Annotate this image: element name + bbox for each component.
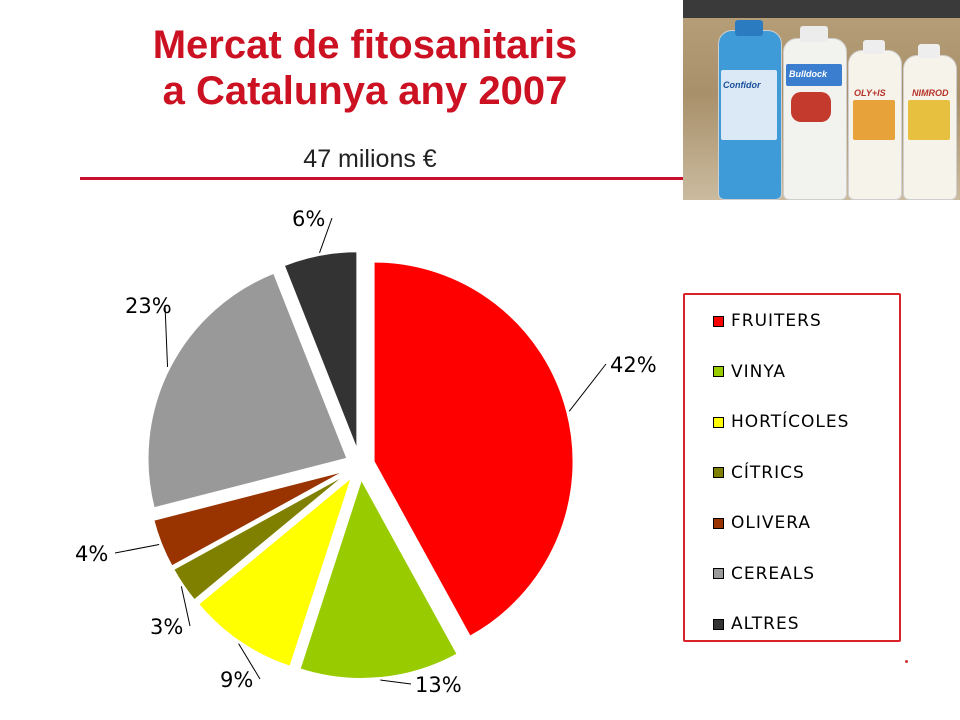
legend-item: VINYA — [713, 362, 786, 382]
data-label: 4% — [75, 542, 108, 566]
leader-line — [238, 643, 261, 680]
shelf — [683, 0, 960, 18]
bottle-label-text: Bulldock — [789, 69, 828, 79]
legend-label: FRUITERS — [731, 311, 822, 331]
leader-line — [319, 217, 333, 253]
legend-swatch — [713, 467, 724, 478]
bottle-label — [908, 100, 950, 140]
legend-label: OLIVERA — [731, 513, 811, 533]
pie-slice-olivera — [152, 469, 348, 568]
legend-item: OLIVERA — [713, 513, 811, 533]
data-label: 13% — [415, 673, 462, 697]
legend-label: CÍTRICS — [731, 462, 805, 483]
bottle-label — [853, 100, 895, 140]
leader-line — [568, 363, 607, 412]
bottle-cap — [863, 40, 885, 54]
legend-swatch — [713, 568, 724, 579]
legend-item: FRUITERS — [713, 311, 822, 331]
data-label: 3% — [150, 615, 183, 639]
legend-swatch — [713, 366, 724, 377]
leader-line — [114, 544, 160, 554]
data-label: 6% — [292, 207, 325, 231]
bottle-label-text: NIMROD — [912, 88, 949, 98]
chart-legend: FRUITERS VINYA HORTÍCOLES CÍTRICS OLIVERA CER… — [683, 293, 901, 642]
bottle-cap — [735, 20, 763, 36]
legend-label: ALTRES — [731, 614, 800, 634]
title-line-1: Mercat de fitosanitaris — [152, 23, 578, 67]
pie-slice-vinya — [298, 476, 460, 680]
slide-subtitle: 47 milions € — [303, 145, 437, 173]
data-label: 23% — [125, 294, 172, 318]
title-line-2: a Catalunya any 2007 — [162, 69, 568, 113]
pie-slice-hortícoles — [196, 473, 355, 669]
pie-slice-cereals — [146, 271, 349, 510]
pie-chart: 42% 13% 9% 3% 4% 23% 6% — [75, 207, 657, 697]
bottle-label-text: OLY+IS — [854, 88, 886, 98]
bottle-label — [786, 64, 842, 86]
pie-slice-fruiters — [372, 260, 575, 639]
legend-swatch — [713, 618, 724, 630]
legend-item: ALTRES — [713, 614, 800, 634]
leader-line — [164, 304, 169, 367]
legend-swatch — [713, 416, 724, 428]
title-divider — [80, 177, 683, 180]
legend-item: CEREALS — [713, 564, 815, 584]
legend-label: HORTÍCOLES — [731, 412, 850, 432]
slide-title: Mercat de fitosanitaris a Catalunya any … — [60, 22, 670, 114]
bottle-cap — [918, 44, 940, 58]
leader-line — [180, 586, 191, 627]
pie-slice-cítrics — [171, 471, 350, 602]
legend-swatch — [713, 315, 724, 327]
pie-slice-altres — [282, 250, 359, 452]
bottle-cap — [800, 26, 828, 42]
data-label: 42% — [610, 353, 657, 377]
bottle-label-text: Confidor — [723, 80, 761, 90]
legend-swatch — [713, 517, 724, 529]
bottle-label-fruit — [791, 92, 831, 122]
legend-label: CEREALS — [731, 563, 816, 584]
decorative-dot — [905, 660, 908, 663]
leader-line — [380, 679, 412, 685]
bottle-label — [721, 70, 777, 140]
legend-label: VINYA — [731, 361, 787, 382]
data-label: 9% — [220, 668, 253, 692]
legend-item: HORTÍCOLES — [713, 412, 849, 432]
legend-item: CÍTRICS — [713, 463, 805, 483]
